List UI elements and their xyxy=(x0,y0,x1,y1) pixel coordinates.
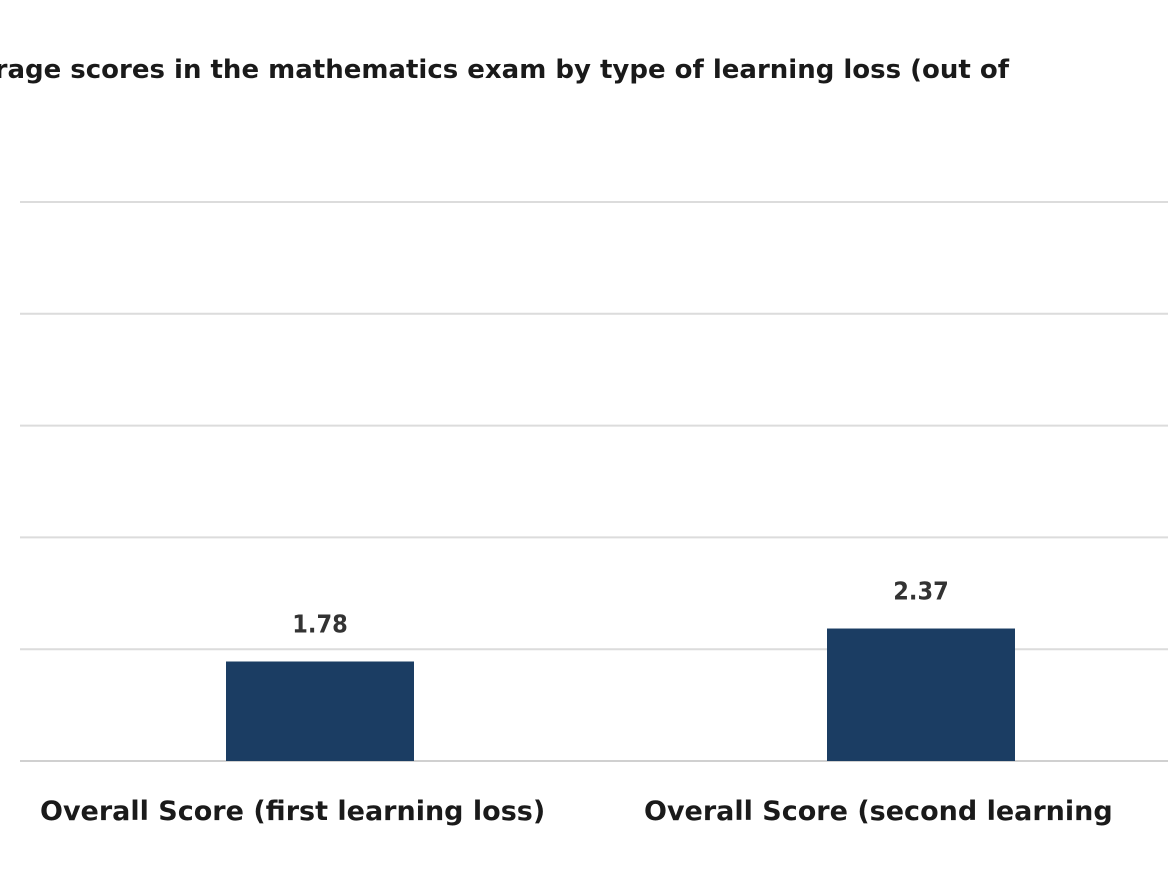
chart-title-text: erage scores in the mathematics exam by … xyxy=(0,55,1010,85)
bars xyxy=(226,628,1015,761)
value-label-2: 2.37 xyxy=(893,577,949,606)
value-labels: 1.78 2.37 xyxy=(292,577,949,639)
category-label-2: Overall Score (second learning xyxy=(644,796,1113,827)
value-label-1: 1.78 xyxy=(292,609,348,638)
bar-2 xyxy=(827,628,1015,761)
gridlines xyxy=(20,201,1168,762)
category-label-1: Overall Score (first learning loss) xyxy=(40,796,545,827)
category-labels: Overall Score (first learning loss) Overa… xyxy=(40,796,1113,827)
chart-title: erage scores in the mathematics exam by … xyxy=(0,50,1168,90)
bar-1 xyxy=(226,661,414,761)
